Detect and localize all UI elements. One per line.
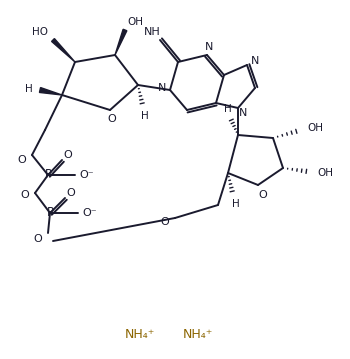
Text: H: H [141,111,149,121]
Text: O: O [259,190,267,200]
Text: O⁻: O⁻ [83,208,97,218]
Text: N: N [239,108,247,118]
Text: N: N [205,42,213,52]
Text: OH: OH [317,168,333,178]
Text: P: P [47,206,54,219]
Text: OH: OH [127,17,143,27]
Text: O: O [66,188,75,198]
Text: O⁻: O⁻ [80,170,94,180]
Text: O: O [18,155,26,165]
Polygon shape [40,88,62,95]
Text: O: O [34,234,42,244]
Text: HO: HO [32,27,48,37]
Polygon shape [51,38,75,62]
Text: H: H [232,199,240,209]
Text: O: O [21,190,29,200]
Text: NH₄⁺: NH₄⁺ [183,328,213,341]
Polygon shape [115,29,127,55]
Text: P: P [44,168,51,182]
Text: NH: NH [144,27,160,37]
Text: N: N [158,83,166,93]
Text: O: O [161,217,169,227]
Text: O: O [108,114,116,124]
Text: OH: OH [307,123,323,133]
Text: H: H [224,104,232,114]
Text: H: H [25,84,33,94]
Text: O: O [64,150,72,160]
Text: NH₄⁺: NH₄⁺ [125,328,155,341]
Text: N: N [251,56,259,66]
